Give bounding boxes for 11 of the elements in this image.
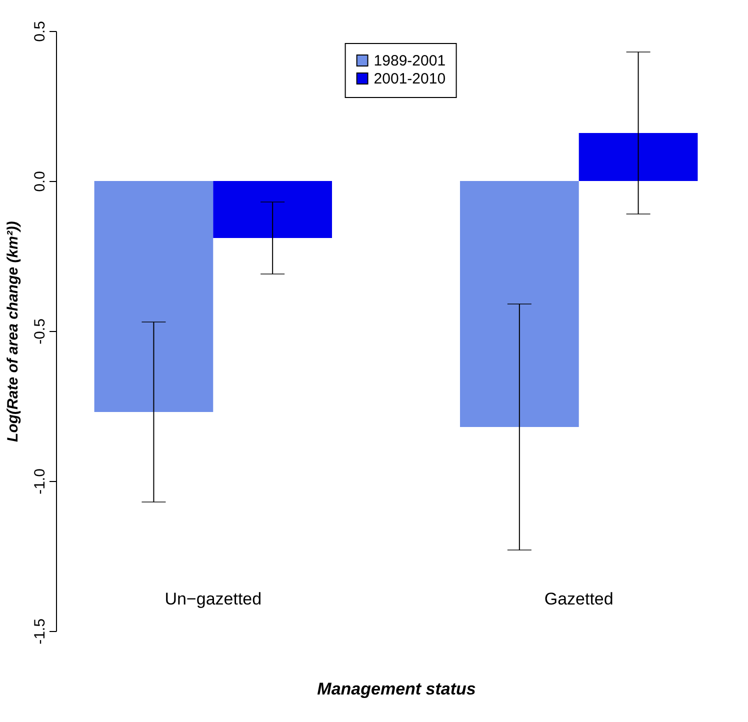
legend-label: 1989-2001 (374, 52, 446, 70)
y-tick-label: -1.0 (32, 468, 48, 494)
x-axis-title: Management status (317, 680, 476, 698)
x-tick-label: Gazetted (544, 590, 614, 608)
y-tick-label: 0.0 (32, 171, 48, 192)
x-tick-label: Un−gazetted (164, 590, 262, 608)
y-axis-title: Log(Rate of area change (km²)) (4, 221, 22, 442)
y-tick-label: -0.5 (32, 318, 48, 344)
legend-label: 2001-2010 (374, 70, 446, 88)
y-tick-label: -1.5 (32, 618, 48, 644)
y-tick-label: 0.5 (32, 21, 48, 42)
